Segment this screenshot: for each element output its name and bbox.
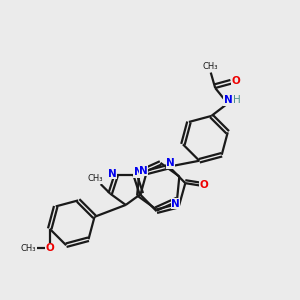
- Text: N: N: [171, 199, 180, 209]
- Text: N: N: [139, 166, 148, 176]
- Text: N: N: [224, 95, 233, 106]
- Text: O: O: [231, 76, 240, 86]
- Text: N: N: [134, 167, 143, 177]
- Text: CH₃: CH₃: [202, 61, 218, 70]
- Text: N: N: [108, 169, 117, 179]
- Text: CH₃: CH₃: [88, 174, 103, 183]
- Text: H: H: [233, 95, 241, 106]
- Text: O: O: [200, 180, 209, 190]
- Text: CH₃: CH₃: [21, 244, 36, 253]
- Text: O: O: [45, 243, 54, 253]
- Text: N: N: [166, 158, 175, 168]
